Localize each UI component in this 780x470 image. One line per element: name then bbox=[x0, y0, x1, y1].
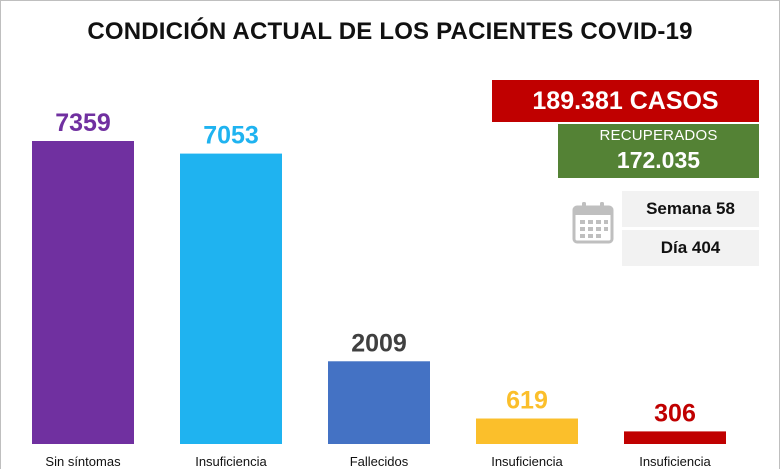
recovered-label: RECUPERADOS bbox=[599, 127, 718, 144]
bar-value-label-4: 306 bbox=[654, 399, 696, 427]
bar-value-label-3: 619 bbox=[506, 387, 548, 415]
bar-0 bbox=[32, 141, 134, 444]
category-label-4: Insuficiencia bbox=[639, 454, 711, 469]
category-label-3: Insuficiencia bbox=[491, 454, 563, 469]
bar-1 bbox=[180, 153, 282, 444]
category-label-2: Fallecidos bbox=[350, 454, 409, 469]
total-cases-badge: 189.381 CASOS bbox=[492, 80, 759, 122]
chart-title: CONDICIÓN ACTUAL DE LOS PACIENTES COVID-… bbox=[87, 18, 693, 45]
bar-value-label-0: 7359 bbox=[55, 109, 111, 137]
day-label: Día 404 bbox=[622, 230, 759, 266]
bar-3 bbox=[476, 418, 578, 444]
calendar-icon bbox=[572, 202, 614, 244]
bar-value-label-1: 7053 bbox=[203, 122, 259, 150]
recovered-badge: RECUPERADOS 172.035 bbox=[558, 124, 759, 178]
recovered-value: 172.035 bbox=[616, 147, 701, 173]
category-label-0: Sin síntomas bbox=[45, 454, 121, 469]
category-label-1: Insuficiencia bbox=[195, 454, 267, 469]
bar-value-label-2: 2009 bbox=[351, 329, 407, 357]
week-label: Semana 58 bbox=[622, 191, 759, 227]
bar-2 bbox=[328, 361, 430, 444]
bar-4 bbox=[624, 431, 726, 444]
